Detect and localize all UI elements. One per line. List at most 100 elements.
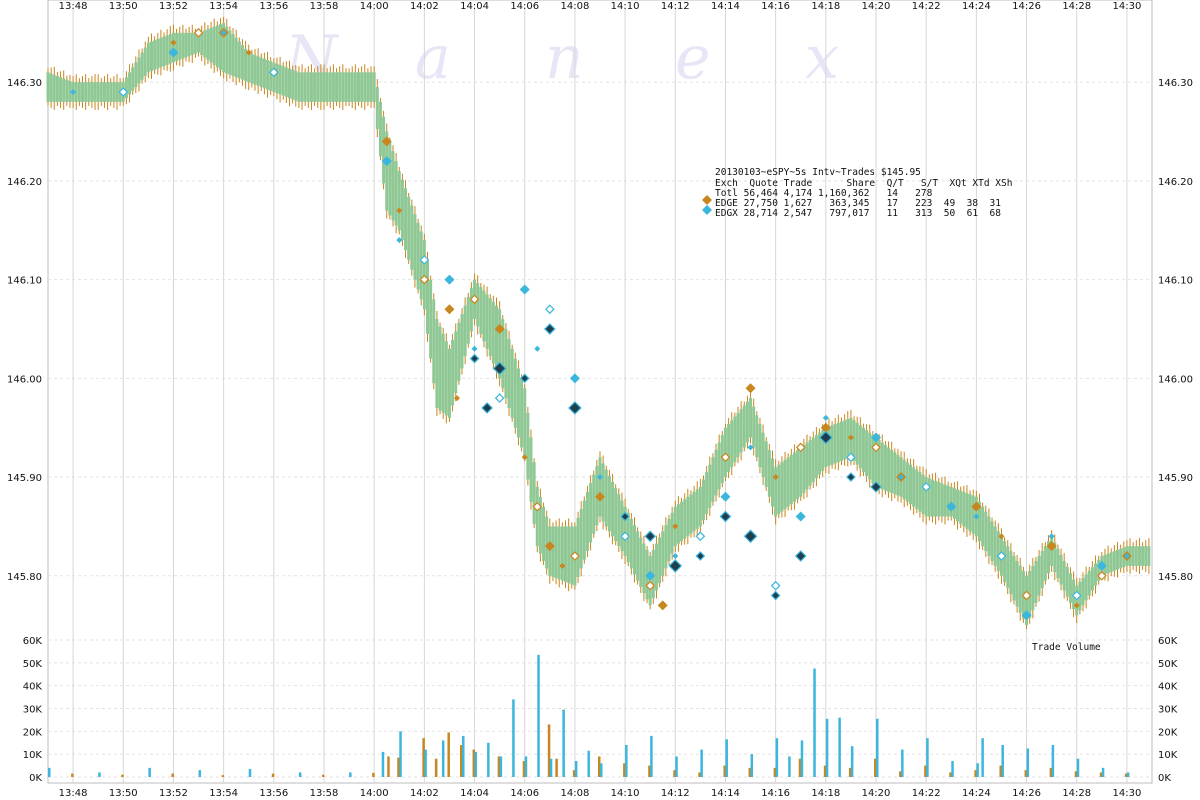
trade-marker-edgx (471, 345, 478, 352)
trade-marker-edgx (544, 304, 555, 315)
volume-tick-label-left: 60K (23, 636, 43, 647)
trade-marker-edge (847, 434, 854, 441)
x-tick-label-top: 13:48 (59, 1, 88, 12)
volume-bar-edgx (441, 740, 445, 777)
volume-bar-edge (121, 774, 124, 777)
trade-marker-edge (453, 395, 460, 402)
volume-bar-edgx (725, 739, 728, 777)
volume-bar-edge (999, 765, 1002, 777)
trade-marker-edgx (118, 87, 129, 97)
legend: 20130103~eSPY~5s Intv~Trades $145.95 Exc… (702, 167, 1012, 219)
trade-marker-edgx-cross (719, 510, 732, 523)
trade-marker-edgx (268, 67, 279, 78)
volume-bar-edge (547, 724, 551, 777)
trade-marker-edge (245, 49, 252, 56)
trade-marker-edge (494, 323, 505, 334)
x-tick-label-bottom: 14:28 (1062, 788, 1091, 799)
trade-marker-edgx (534, 345, 541, 352)
trade-marker-edgx (996, 551, 1007, 561)
volume-bar-edgx (775, 738, 779, 777)
x-tick-label-bottom: 14:10 (611, 788, 640, 799)
trade-marker-edgx-cross (695, 551, 706, 561)
legend-row-totl: Totl 56,464 4,174 1,160,362 14 278 (715, 188, 933, 199)
trade-marker-edgx (672, 553, 679, 560)
trade-marker-edgx-cross (668, 559, 683, 573)
trade-marker-edgx (519, 284, 530, 295)
plot-frame (47, 0, 1153, 784)
legend-title: 20130103~eSPY~5s Intv~Trades $145.95 (715, 167, 921, 178)
trade-marker-edgx (1048, 533, 1055, 540)
x-tick-label-top: 14:28 (1062, 1, 1091, 12)
volume-bar-edge (171, 773, 174, 777)
volume-bar-edge (723, 765, 726, 777)
y-tick-label-left: 146.10 (7, 276, 42, 287)
volume-bar-edge (823, 765, 827, 777)
volume-bar-edgx (512, 699, 515, 777)
x-tick-label-top: 14:10 (611, 1, 640, 12)
x-tick-label-top: 13:50 (109, 1, 138, 12)
volume-bar-edgx (562, 709, 565, 777)
trade-marker-edgx-cross (568, 401, 582, 415)
trade-marker-edge (1096, 570, 1107, 581)
x-tick-label-bottom: 14:18 (811, 788, 840, 799)
x-tick-label-bottom: 13:56 (259, 788, 288, 799)
watermark-letter: n (545, 23, 584, 93)
volume-tick-label-right: 40K (1158, 682, 1178, 693)
volume-bar-edge (748, 767, 752, 777)
x-tick-label-bottom: 13:48 (59, 788, 88, 799)
x-tick-label-top: 13:52 (159, 1, 188, 12)
volume-bar-edgx (399, 731, 402, 777)
volume-bar-edgx (650, 735, 653, 777)
volume-bar-edge (673, 770, 676, 777)
trade-marker-edge (544, 541, 555, 552)
trade-marker-edgx (846, 452, 856, 463)
volume-bar-edge (1049, 767, 1053, 777)
volume-bar-edgx (298, 772, 302, 777)
trade-marker-edge (170, 39, 177, 46)
trade-marker-edgx (220, 29, 227, 36)
watermark-letter: a (415, 23, 451, 93)
trade-marker-edge (871, 442, 881, 453)
watermark-letter: e (675, 23, 711, 93)
volume-bar-edge (71, 773, 74, 777)
trade-marker-edge (595, 491, 605, 502)
legend-marker-edgx (702, 205, 712, 215)
trade-marker-edgx (695, 531, 706, 542)
volume-bar-edgx (926, 738, 929, 777)
trade-marker-edge (444, 304, 455, 315)
volume-bar-edgx (625, 745, 628, 777)
volume-bar-edge (949, 772, 952, 777)
volume-bar-edge (798, 758, 802, 777)
volume-bar-edge (1024, 770, 1028, 777)
trade-marker-edgx-cross (870, 481, 882, 493)
x-tick-label-bottom: 14:06 (510, 788, 539, 799)
trade-marker-edge (672, 523, 679, 530)
volume-bar-edge (848, 767, 852, 777)
volume-bar-edge (271, 773, 275, 777)
trade-marker-edge (419, 274, 430, 285)
x-tick-label-bottom: 14:02 (410, 788, 439, 799)
volume-tick-label-right: 50K (1158, 659, 1178, 670)
volume-bar-edgx (876, 718, 879, 777)
trade-marker-edge (657, 600, 668, 611)
x-tick-label-top: 14:00 (360, 1, 389, 12)
volume-bars (48, 654, 1130, 777)
volume-bar-edge (974, 770, 977, 777)
quote-band (46, 16, 1151, 630)
volume-bar-edge (623, 763, 626, 777)
legend-row-edgx: EDGX 28,714 2,547 797,017 11 313 50 61 6… (715, 208, 1001, 219)
volume-bar-edge (460, 745, 463, 777)
volume-tick-label-right: 20K (1158, 727, 1178, 738)
trade-marker-edgx-cross (543, 323, 556, 335)
trade-marker-edge (745, 383, 756, 394)
x-tick-label-top: 14:20 (862, 1, 891, 12)
trade-marker-edge (1021, 590, 1032, 601)
trade-marker-edgx (871, 432, 881, 443)
y-tick-label-left: 146.30 (7, 78, 42, 89)
volume-bar-edgx (813, 668, 816, 777)
volume-bar-edgx (750, 754, 754, 777)
trade-marker-edge (570, 551, 580, 561)
y-tick-label-right: 145.80 (1158, 572, 1193, 583)
trade-marker-edgx-cross (644, 530, 657, 543)
volume-bar-edge (1074, 771, 1078, 777)
